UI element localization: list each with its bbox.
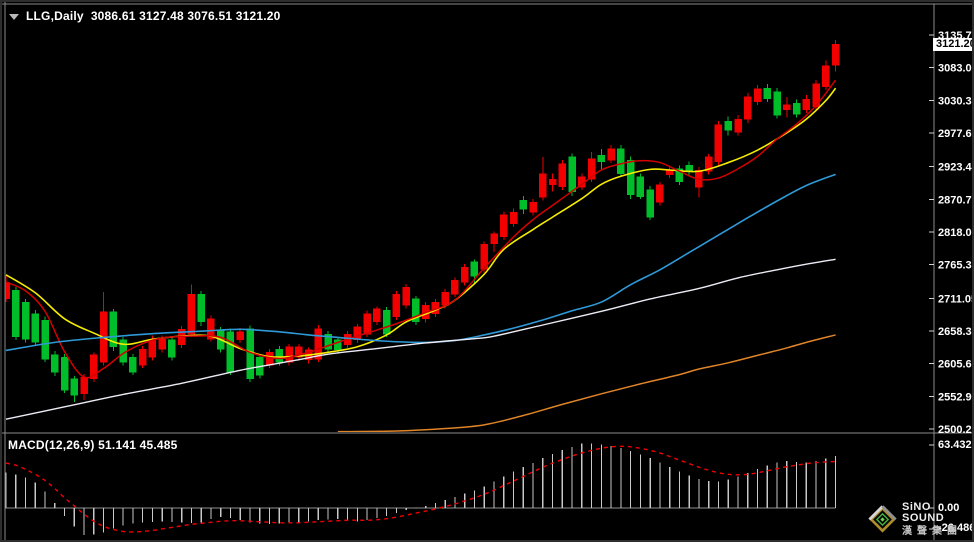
ma-fast-yellow: [5, 87, 837, 358]
price-axis-label: 3030.35: [938, 95, 974, 107]
macd-axis-zero-label: 0.00: [938, 502, 960, 514]
price-axis-label: 2977.65: [938, 128, 974, 140]
macd-indicator-label: MACD(12,26,9) 51.141 45.485: [8, 438, 178, 452]
macd-histogram: [5, 443, 837, 536]
price-axis-label: 2818.00: [938, 227, 974, 239]
current-price-badge: 3121.20: [933, 38, 972, 51]
price-axis-label: 3083.05: [938, 63, 974, 75]
price-axis-label: 2552.95: [938, 391, 974, 403]
symbol-dropdown-icon[interactable]: [9, 13, 19, 20]
sino-sound-watermark: SiNO SOUND 漢聲集團: [868, 502, 972, 537]
chart-title-bar: LLG,Daily 3086.61 3127.48 3076.51 3121.2…: [9, 9, 281, 23]
price-axis-label: 2605.65: [938, 359, 974, 371]
price-axis-label: 2500.25: [938, 424, 974, 436]
logo-text-cn: 漢聲集團: [902, 526, 963, 537]
sino-sound-diamond-icon: [868, 505, 897, 533]
macd-axis-min-label: -26.486: [938, 522, 974, 534]
price-axis-label: 2923.40: [938, 162, 974, 174]
ohlc-readout: 3086.61 3127.48 3076.51 3121.20: [90, 9, 281, 23]
price-axis-label: 2658.35: [938, 326, 974, 338]
price-axis-label: 2765.30: [938, 260, 974, 272]
symbol-timeframe-label: LLG,Daily: [26, 9, 84, 23]
logo-text-en: SiNO SOUND: [902, 501, 945, 524]
candles-layer: [5, 40, 840, 402]
macd-axis-max-label: 63.432: [938, 439, 972, 451]
ma-mid-blue: [5, 173, 836, 352]
ma-slow-white: [5, 258, 836, 420]
ma-long-orange: [337, 334, 836, 432]
price-axis-label: 2870.70: [938, 194, 974, 206]
macd-signal-line: [5, 445, 836, 533]
price-axis: 3135.753083.053030.352977.652923.402870.…: [929, 30, 974, 530]
ma-fast-red: [5, 79, 837, 379]
price-axis-label: 2711.05: [938, 293, 974, 305]
